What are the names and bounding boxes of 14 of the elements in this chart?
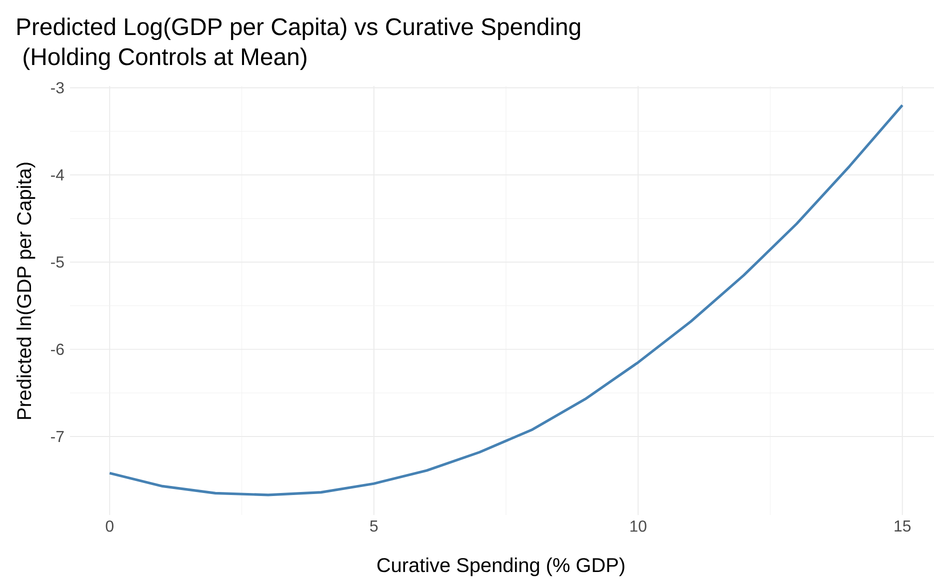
line-series (108, 104, 904, 496)
x-axis-title: Curative Spending (% GDP) (377, 558, 624, 576)
chart-title: Predicted Log(GDP per Capita) vs Curative Spending (18, 18, 580, 40)
x-tick-label: 5 (370, 520, 378, 532)
y-axis-title: Predicted ln(GDP per Capita) (16, 162, 36, 419)
y-tick-label: -7 (51, 431, 64, 442)
y-tick-label: -5 (51, 256, 64, 268)
y-tick-label: -4 (51, 169, 64, 180)
x-tick-label: 10 (630, 520, 646, 532)
y-tick-label: -3 (51, 82, 64, 94)
x-tick-label: 0 (106, 520, 114, 532)
chart-subtitle: (Holding Controls at Mean) (24, 48, 306, 70)
y-tick-label: -6 (51, 344, 64, 355)
x-tick-label: 15 (894, 520, 911, 532)
